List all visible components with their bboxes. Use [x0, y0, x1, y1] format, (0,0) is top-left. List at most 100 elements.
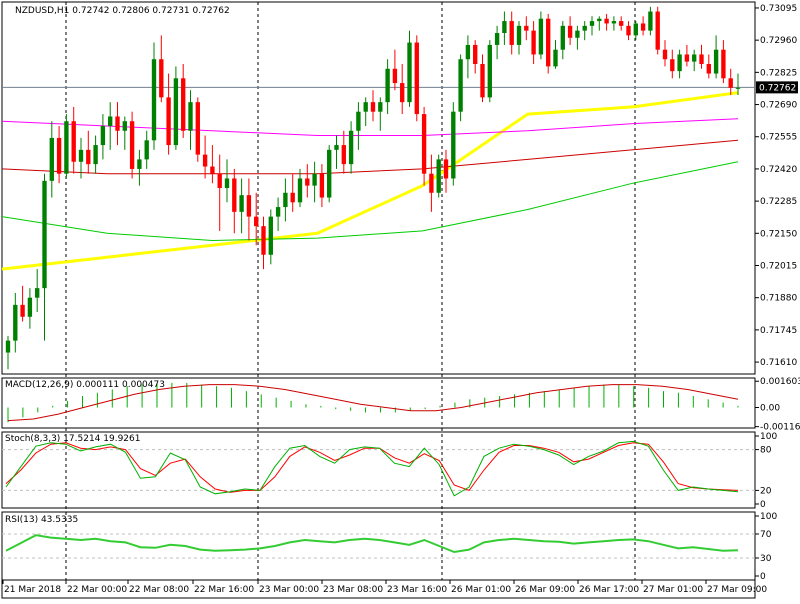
candle-body: [312, 173, 317, 186]
candle-body: [713, 49, 719, 74]
time-label: 21 Mar 2018: [4, 585, 61, 595]
candle-body: [297, 178, 303, 203]
candle-body: [108, 116, 113, 126]
candle-body: [217, 173, 222, 188]
candle-body: [356, 111, 361, 131]
time-label: 26 Mar 09:00: [515, 585, 575, 595]
candle-body: [246, 195, 252, 217]
macd-tick-label: 0.00: [760, 404, 780, 414]
candle-body: [319, 173, 325, 198]
macd-label: MACD(12,26,9) 0.000111 0.000473: [5, 380, 165, 390]
price-tick-label: 0.72015: [760, 262, 797, 272]
candle-body: [648, 11, 653, 31]
candle-body: [407, 42, 412, 103]
candle-body: [348, 130, 354, 165]
candle-body: [480, 64, 485, 98]
candle-body: [677, 54, 682, 72]
macd-tick-label: 0.001603: [760, 377, 800, 387]
candle-body: [735, 87, 741, 89]
stoch-tick-label: 80: [760, 446, 772, 456]
stoch-signal-line: [5, 442, 739, 493]
time-label: 22 Mar 00:00: [67, 585, 127, 595]
candle-body: [173, 78, 179, 146]
candle-body: [20, 304, 25, 317]
candle-body: [531, 30, 536, 55]
pane-border-price: [1, 1, 756, 375]
candle-body: [524, 25, 529, 31]
candle-body: [575, 30, 580, 38]
time-label: 23 Mar 00:00: [259, 585, 319, 595]
price-tick-label: 0.72285: [760, 197, 797, 207]
price-tick-label: 0.72690: [760, 101, 797, 111]
candle-body: [42, 180, 47, 289]
candle-body: [239, 195, 244, 212]
candle-body: [283, 192, 288, 208]
candle-body: [567, 25, 573, 38]
moving-average-line: [1, 161, 739, 241]
candle-body: [100, 126, 106, 146]
candle-body: [261, 226, 266, 255]
candle-body: [538, 18, 544, 55]
price-tick-label: 0.72150: [760, 229, 797, 239]
candle-body: [662, 49, 668, 60]
candle-body: [159, 59, 164, 98]
candle-body: [721, 49, 726, 79]
candle-body: [443, 159, 449, 179]
macd-tick-label: -0.001168: [760, 423, 800, 433]
candle-body: [728, 78, 733, 88]
candle-body: [640, 23, 646, 31]
candle-body: [202, 154, 208, 167]
candle-body: [232, 178, 237, 212]
rsi-line: [5, 534, 739, 554]
time-label: 27 Mar 01:00: [643, 585, 703, 595]
candle-body: [144, 140, 149, 160]
candle-body: [553, 49, 558, 67]
candle-body: [465, 44, 471, 60]
candle-body: [458, 59, 463, 112]
candle-body: [305, 178, 310, 186]
candle-body: [78, 149, 84, 162]
symbol-header: NZDUSD,H1 0.72742 0.72806 0.72731 0.7276…: [15, 6, 230, 16]
candle-body: [546, 18, 551, 67]
candle-body: [429, 173, 434, 193]
candle-body: [137, 159, 142, 169]
time-label: 26 Mar 01:00: [451, 585, 511, 595]
candle-body: [327, 149, 332, 198]
candle-body: [436, 159, 441, 193]
stoch-tick-label: 0: [760, 500, 766, 510]
rsi-tick-label: 0: [760, 572, 766, 582]
price-tick-label: 0.71880: [760, 294, 797, 304]
stoch-tick-label: 20: [760, 486, 772, 496]
time-axis-border: [1, 579, 756, 599]
candle-body: [619, 21, 624, 26]
macd-signal-line: [7, 384, 739, 422]
candle-body: [385, 68, 390, 103]
time-label: 22 Mar 16:00: [194, 585, 254, 595]
candle-body: [122, 121, 127, 131]
stoch-main-line: [5, 440, 739, 497]
candle-body: [5, 340, 11, 353]
candle-body: [516, 25, 522, 45]
candle-body: [363, 102, 368, 112]
candle-body: [13, 304, 18, 341]
moving-average-line: [1, 118, 739, 136]
candle-body: [188, 102, 193, 131]
candle-body: [49, 137, 54, 181]
time-label: 23 Mar 16:00: [387, 585, 447, 595]
candle-body: [633, 23, 638, 36]
candle-body: [692, 54, 697, 62]
candle-body: [684, 54, 690, 62]
candle-body: [290, 192, 295, 203]
moving-average-line: [1, 139, 739, 175]
candle-body: [400, 83, 405, 103]
candle-body: [86, 149, 91, 165]
candle-body: [421, 114, 427, 174]
candle-body: [670, 59, 675, 72]
candle-body: [268, 216, 273, 255]
stoch-tick-label: 100: [760, 432, 777, 442]
candle-body: [451, 111, 456, 179]
price-tick-label: 0.72555: [760, 133, 797, 143]
price-tick-label: 0.72825: [760, 68, 797, 78]
candle-body: [604, 18, 609, 24]
